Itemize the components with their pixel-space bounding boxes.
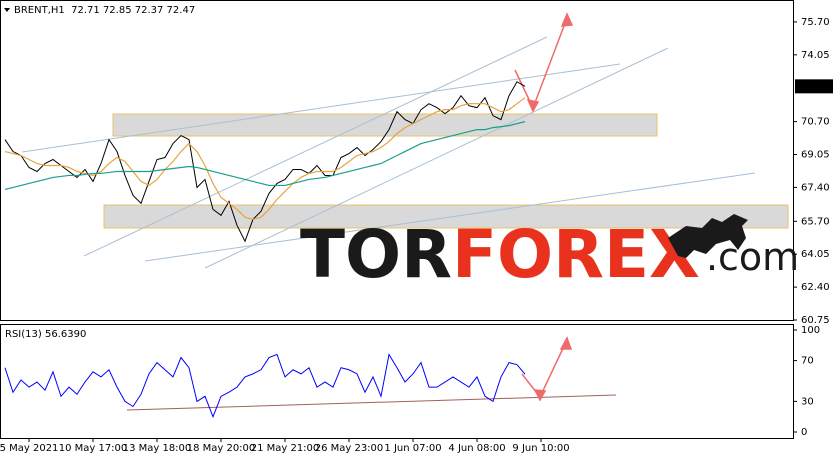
y-tick-label: 62.40 (801, 282, 830, 293)
rsi-panel (0, 324, 794, 439)
x-tick-label: 10 May 17:00 (59, 443, 128, 454)
price-panel (0, 0, 794, 321)
y-tick-label: 65.70 (801, 216, 830, 227)
y-tick-label: 67.40 (801, 182, 830, 193)
x-tick-label: 18 May 20:00 (187, 443, 256, 454)
x-tick-label: 9 Jun 10:00 (512, 443, 569, 454)
series-line (4, 121, 526, 190)
y-tick-label: 0 (801, 427, 807, 438)
x-tick-label: 1 Jun 07:00 (384, 443, 441, 454)
watermark-part: FOREX (452, 216, 700, 293)
trend-lines (21, 36, 756, 269)
forecast-arrows (514, 12, 574, 402)
y-tick-label: 74.05 (801, 50, 830, 61)
y-tick-label: 30 (801, 396, 814, 407)
y-tick-label: 69.05 (801, 150, 830, 161)
chart-title: BRENT,H1 72.71 72.85 72.37 72.47 (14, 5, 195, 16)
current-price-label: 72.47 (799, 81, 828, 92)
rsi-title: RSI(13) 56.6390 (5, 329, 86, 340)
series-line (4, 97, 526, 220)
support-zone (103, 204, 789, 229)
x-tick-label: 21 May 21:00 (251, 443, 320, 454)
series-line (4, 81, 526, 243)
bull-logo (668, 214, 748, 258)
title-marker (4, 8, 10, 12)
y-tick-label: 75.70 (801, 17, 830, 28)
resistance-zone (112, 113, 658, 137)
current-price-box (795, 79, 833, 94)
y-tick-label: 100 (801, 325, 820, 336)
series-line (4, 353, 526, 419)
x-tick-label: 5 May 2021 (0, 443, 58, 454)
y-tick-label: 60.75 (801, 315, 830, 326)
x-tick-label: 4 Jun 08:00 (448, 443, 505, 454)
watermark-part: TOR (300, 216, 452, 293)
rsi-trend-line (126, 394, 617, 411)
y-tick-label: 70.70 (801, 117, 830, 128)
y-tick-label: 64.05 (801, 249, 830, 260)
x-tick-label: 13 May 18:00 (123, 443, 192, 454)
x-tick-label: 26 May 23:00 (315, 443, 384, 454)
y-tick-label: 70 (801, 356, 814, 367)
